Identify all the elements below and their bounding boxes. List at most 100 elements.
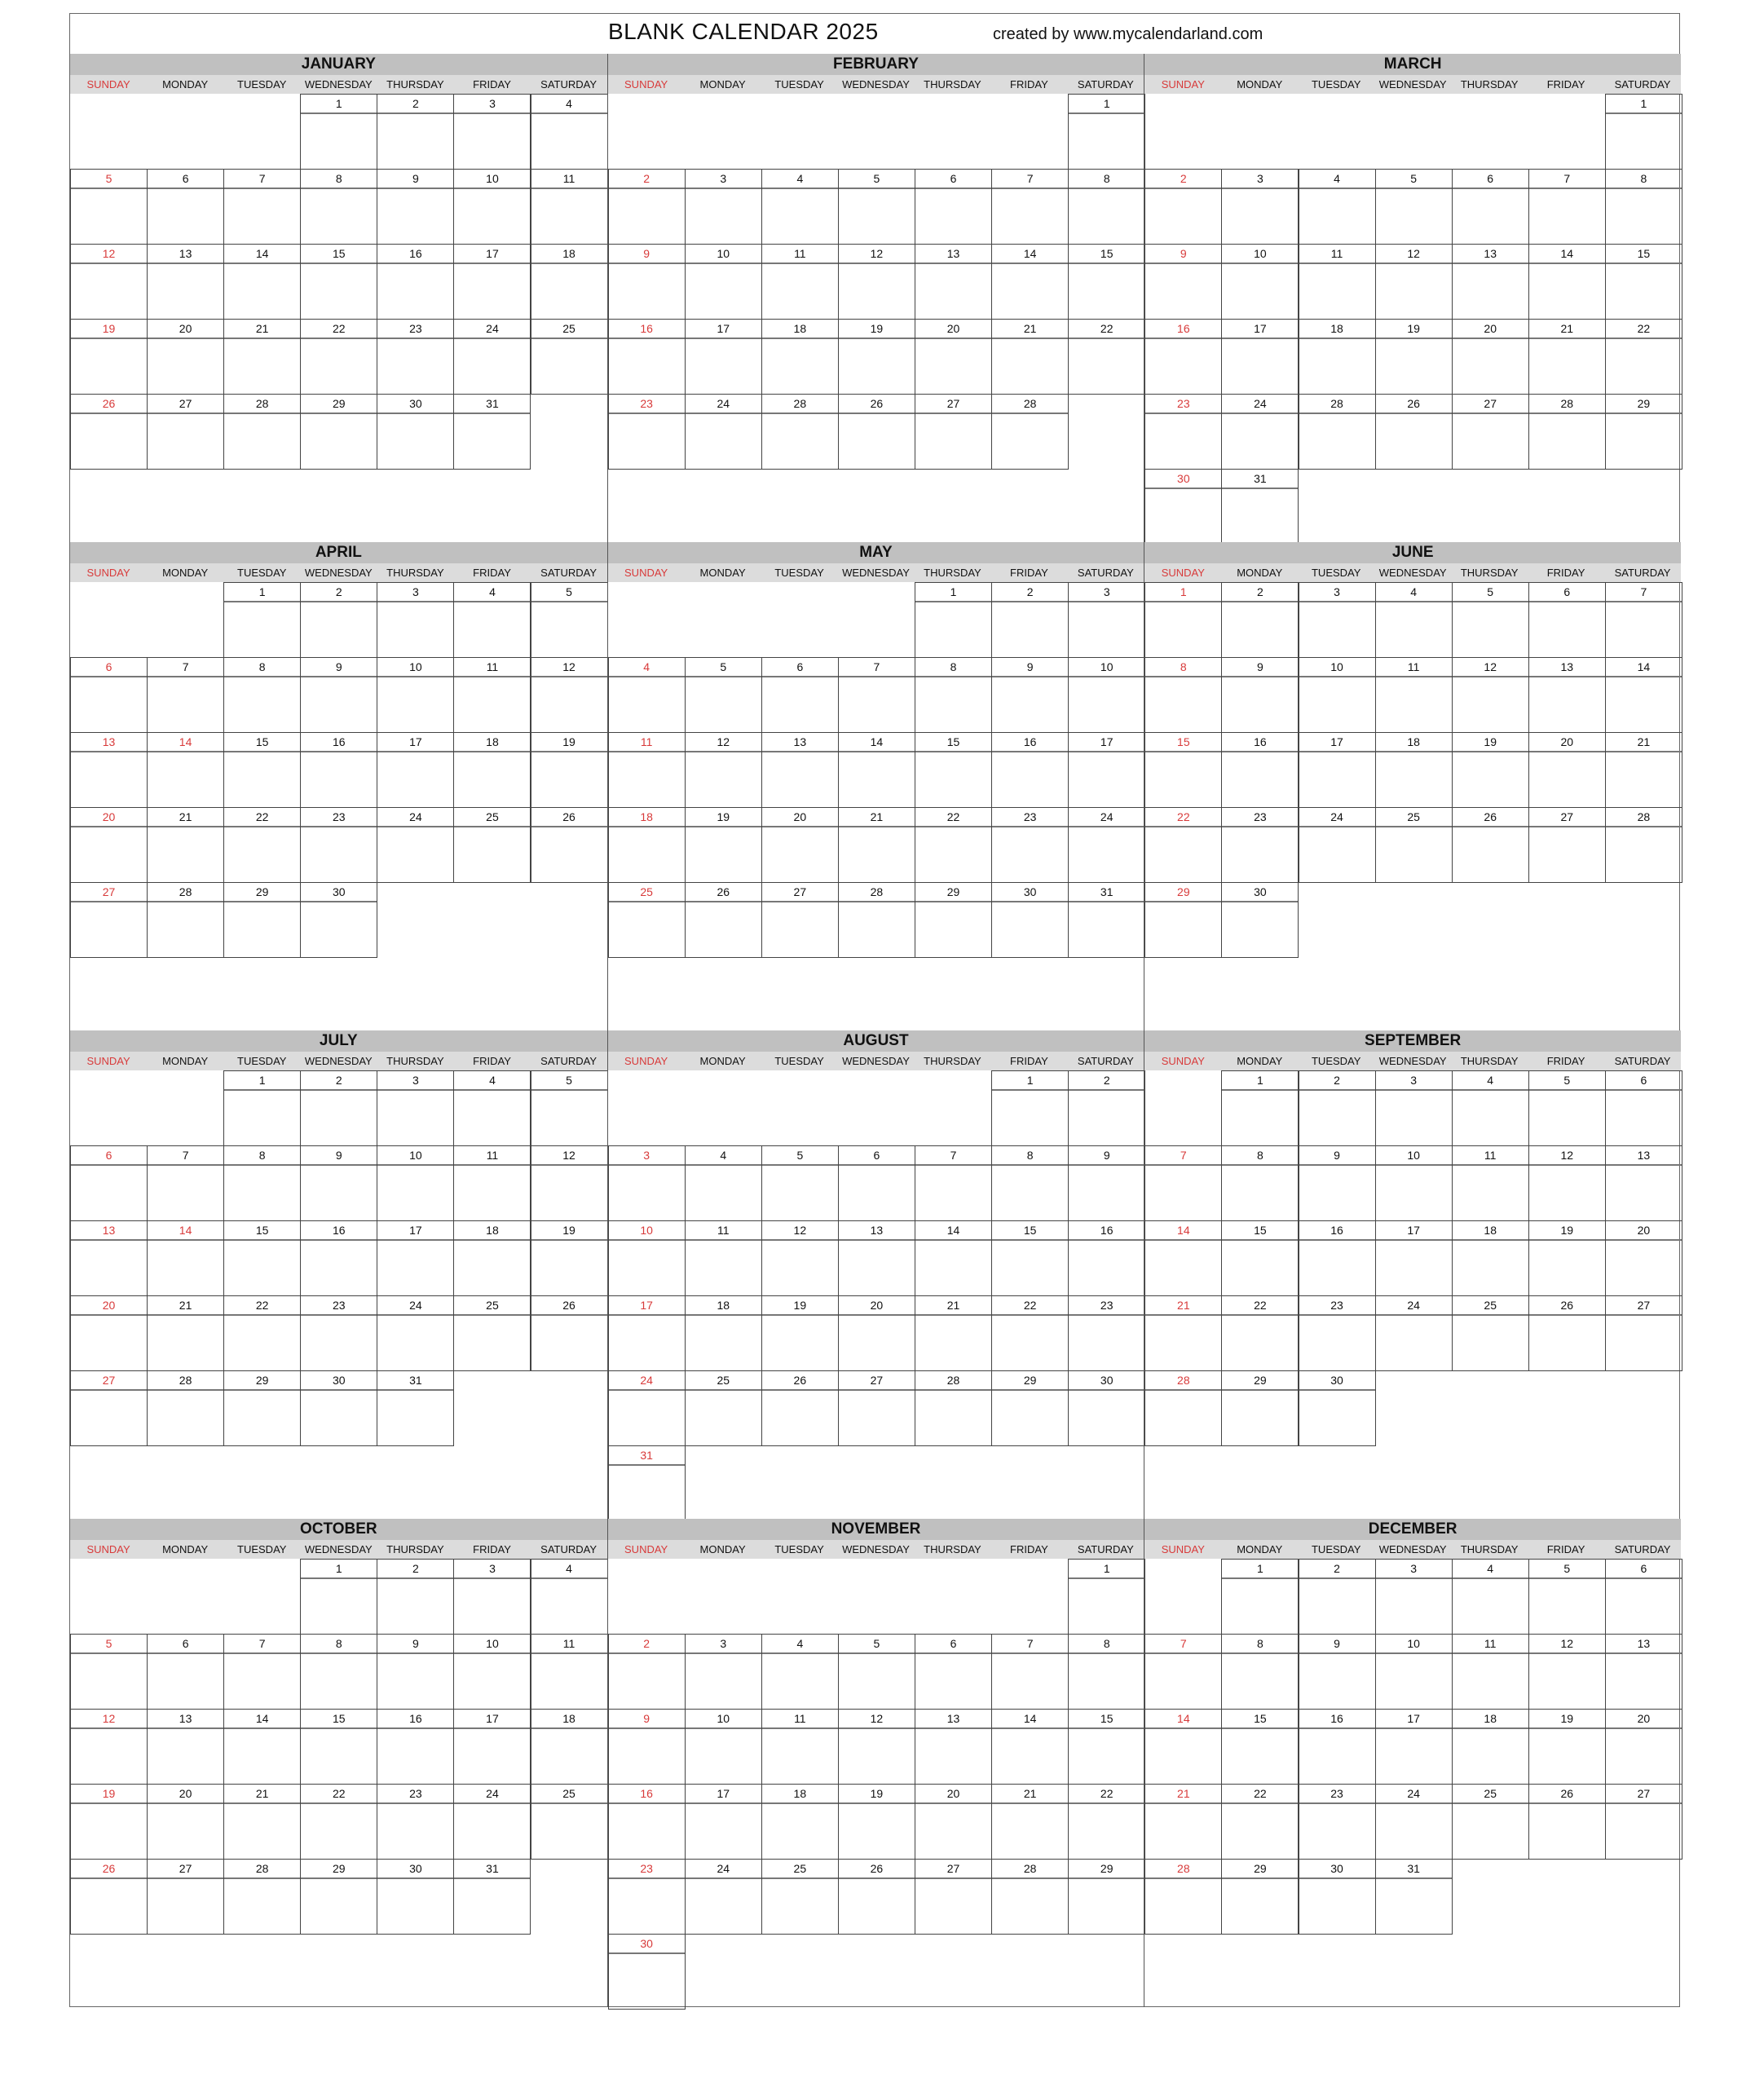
- day-cell[interactable]: 30: [607, 1934, 686, 2010]
- day-cell[interactable]: 18: [453, 732, 531, 808]
- day-cell[interactable]: 22: [1604, 319, 1682, 395]
- day-cell[interactable]: 25: [1374, 807, 1453, 883]
- day-cell[interactable]: 12: [70, 244, 148, 320]
- day-cell[interactable]: 15: [915, 732, 993, 808]
- day-cell[interactable]: 22: [223, 1295, 302, 1371]
- day-cell[interactable]: 14: [1144, 1709, 1223, 1785]
- day-cell[interactable]: 30: [1298, 1859, 1376, 1935]
- day-cell[interactable]: 12: [530, 657, 608, 733]
- day-cell[interactable]: 25: [761, 1859, 839, 1935]
- day-cell[interactable]: 27: [1528, 807, 1606, 883]
- day-cell[interactable]: 25: [453, 1295, 531, 1371]
- day-cell[interactable]: 23: [1298, 1295, 1376, 1371]
- day-cell[interactable]: 13: [1451, 244, 1529, 320]
- day-cell[interactable]: 23: [1144, 394, 1223, 470]
- day-cell[interactable]: 4: [1451, 1070, 1529, 1146]
- day-cell[interactable]: 29: [1068, 1859, 1146, 1935]
- day-cell[interactable]: 19: [530, 1220, 608, 1296]
- day-cell[interactable]: 18: [530, 244, 608, 320]
- day-cell[interactable]: 10: [453, 1634, 531, 1710]
- day-cell[interactable]: 23: [1221, 807, 1299, 883]
- day-cell[interactable]: 6: [70, 657, 148, 733]
- day-cell[interactable]: 11: [1374, 657, 1453, 733]
- day-cell[interactable]: 6: [1604, 1070, 1682, 1146]
- day-cell[interactable]: 1: [223, 582, 302, 658]
- day-cell[interactable]: 6: [837, 1145, 915, 1221]
- day-cell[interactable]: 30: [1068, 1370, 1146, 1446]
- day-cell[interactable]: 28: [1298, 394, 1376, 470]
- day-cell[interactable]: 24: [1068, 807, 1146, 883]
- day-cell[interactable]: 10: [1221, 244, 1299, 320]
- day-cell[interactable]: 17: [607, 1295, 686, 1371]
- day-cell[interactable]: 17: [1374, 1709, 1453, 1785]
- day-cell[interactable]: 21: [1528, 319, 1606, 395]
- day-cell[interactable]: 21: [147, 807, 225, 883]
- day-cell[interactable]: 13: [70, 1220, 148, 1296]
- day-cell[interactable]: 7: [991, 1634, 1069, 1710]
- day-cell[interactable]: 10: [684, 1709, 762, 1785]
- day-cell[interactable]: 26: [837, 1859, 915, 1935]
- day-cell[interactable]: 8: [1144, 657, 1223, 733]
- day-cell[interactable]: 10: [377, 657, 455, 733]
- day-cell[interactable]: 3: [1298, 582, 1376, 658]
- day-cell[interactable]: 23: [607, 394, 686, 470]
- day-cell[interactable]: 27: [70, 882, 148, 958]
- day-cell[interactable]: 10: [607, 1220, 686, 1296]
- day-cell[interactable]: 21: [991, 1784, 1069, 1860]
- day-cell[interactable]: 11: [761, 244, 839, 320]
- day-cell[interactable]: 3: [1374, 1070, 1453, 1146]
- day-cell[interactable]: 24: [1374, 1295, 1453, 1371]
- day-cell[interactable]: 30: [300, 1370, 378, 1446]
- day-cell[interactable]: 28: [147, 1370, 225, 1446]
- day-cell[interactable]: 16: [1068, 1220, 1146, 1296]
- day-cell[interactable]: 2: [377, 94, 455, 170]
- day-cell[interactable]: 3: [1374, 1559, 1453, 1635]
- day-cell[interactable]: 9: [1298, 1634, 1376, 1710]
- day-cell[interactable]: 8: [1221, 1145, 1299, 1221]
- day-cell[interactable]: 14: [991, 244, 1069, 320]
- day-cell[interactable]: 5: [530, 582, 608, 658]
- day-cell[interactable]: 28: [223, 394, 302, 470]
- day-cell[interactable]: 10: [684, 244, 762, 320]
- day-cell[interactable]: 3: [1221, 169, 1299, 245]
- day-cell[interactable]: 31: [1221, 469, 1299, 545]
- day-cell[interactable]: 17: [684, 1784, 762, 1860]
- day-cell[interactable]: 29: [300, 1859, 378, 1935]
- day-cell[interactable]: 11: [1298, 244, 1376, 320]
- day-cell[interactable]: 18: [1298, 319, 1376, 395]
- day-cell[interactable]: 5: [761, 1145, 839, 1221]
- day-cell[interactable]: 21: [223, 319, 302, 395]
- day-cell[interactable]: 1: [1068, 94, 1146, 170]
- day-cell[interactable]: 6: [147, 169, 225, 245]
- day-cell[interactable]: 3: [453, 1559, 531, 1635]
- day-cell[interactable]: 2: [1298, 1070, 1376, 1146]
- day-cell[interactable]: 4: [607, 657, 686, 733]
- day-cell[interactable]: 24: [1221, 394, 1299, 470]
- day-cell[interactable]: 7: [1144, 1634, 1223, 1710]
- day-cell[interactable]: 29: [1221, 1370, 1299, 1446]
- day-cell[interactable]: 23: [991, 807, 1069, 883]
- day-cell[interactable]: 4: [684, 1145, 762, 1221]
- day-cell[interactable]: 16: [1144, 319, 1223, 395]
- day-cell[interactable]: 1: [1221, 1070, 1299, 1146]
- day-cell[interactable]: 6: [1604, 1559, 1682, 1635]
- day-cell[interactable]: 18: [607, 807, 686, 883]
- day-cell[interactable]: 26: [1374, 394, 1453, 470]
- day-cell[interactable]: 27: [1451, 394, 1529, 470]
- day-cell[interactable]: 17: [684, 319, 762, 395]
- day-cell[interactable]: 31: [453, 394, 531, 470]
- day-cell[interactable]: 9: [377, 169, 455, 245]
- day-cell[interactable]: 20: [70, 1295, 148, 1371]
- day-cell[interactable]: 25: [684, 1370, 762, 1446]
- day-cell[interactable]: 3: [684, 169, 762, 245]
- day-cell[interactable]: 12: [70, 1709, 148, 1785]
- day-cell[interactable]: 20: [147, 1784, 225, 1860]
- day-cell[interactable]: 19: [1528, 1220, 1606, 1296]
- day-cell[interactable]: 16: [991, 732, 1069, 808]
- day-cell[interactable]: 13: [761, 732, 839, 808]
- day-cell[interactable]: 6: [1451, 169, 1529, 245]
- day-cell[interactable]: 27: [915, 394, 993, 470]
- day-cell[interactable]: 17: [1221, 319, 1299, 395]
- day-cell[interactable]: 24: [453, 1784, 531, 1860]
- day-cell[interactable]: 21: [991, 319, 1069, 395]
